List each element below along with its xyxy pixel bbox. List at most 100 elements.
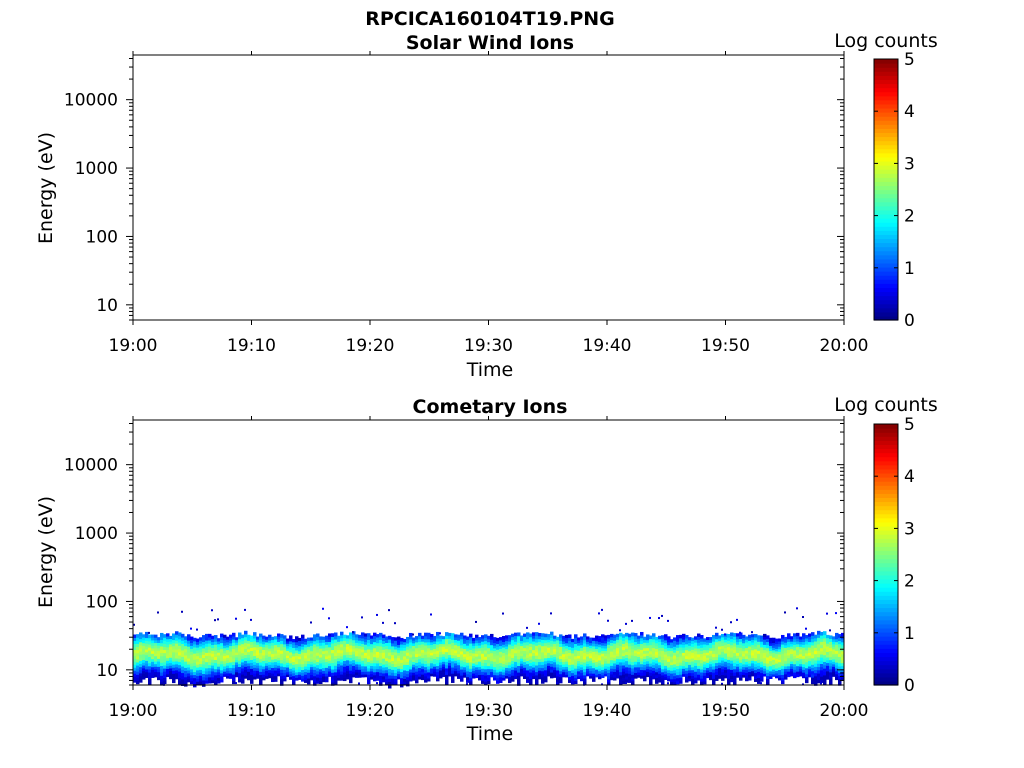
spectrogram-cell [730,632,734,637]
spectrogram-cell [562,656,566,660]
colorbar-tick-label-4: 4 [904,102,915,122]
y-tick-label-thousand: 1000 [75,159,118,179]
colorbar-segment [874,275,898,280]
spectrogram-cell [169,651,173,656]
spectrogram-cell [637,635,641,639]
spectrogram-cell [226,639,230,643]
spectrogram-cell [388,642,392,647]
spectrogram-cell [334,648,338,653]
spectrogram-cell [703,641,707,645]
spectrogram-cell [232,680,236,685]
spectrogram-cell [556,636,560,641]
spectrogram-cell [613,674,617,678]
spectrogram-cell [406,676,410,681]
spectrogram-cell [826,673,830,677]
spectrogram-cell [511,663,515,667]
spectrogram-cell [136,668,140,672]
spectrogram-cell [322,636,326,640]
spectrogram-cell [610,636,614,641]
spectrogram-cell [307,666,311,670]
spectrogram-cell [793,663,797,668]
sparse-count [346,626,348,629]
spectrogram-cell [373,674,377,679]
spectrogram-cell [658,638,662,643]
sparse-count [235,682,237,685]
spectrogram-cell [598,668,602,672]
spectrogram-cell [391,637,395,641]
spectrogram-cell [466,673,470,678]
spectrogram-cell [724,664,728,668]
spectrogram-cell [706,672,710,676]
spectrogram-cell [520,640,524,644]
spectrogram-cell [253,676,257,680]
spectrogram-cell [580,672,584,676]
spectrogram-cell [568,649,572,653]
spectrogram-cell [634,633,638,637]
spectrogram-cell [394,651,398,656]
spectrogram-cell [397,647,401,651]
spectrogram-cell [385,675,389,680]
spectrogram-cell [541,645,545,650]
spectrogram-cell [334,645,338,650]
spectrogram-cell [721,657,725,661]
spectrogram-cell [217,640,221,645]
spectrogram-cell [469,652,473,657]
spectrogram-cell [451,667,455,671]
spectrogram-cell [220,648,224,653]
spectrogram-cell [424,638,428,643]
spectrogram-cell [736,638,740,642]
spectrogram-cell [334,632,338,637]
spectrogram-cell [838,637,842,641]
spectrogram-cell [793,666,797,670]
spectrogram-cell [190,642,194,646]
spectrogram-cell [661,665,665,670]
spectrogram-cell [724,647,728,651]
spectrogram-cell [574,661,578,666]
spectrogram-cell [700,668,704,673]
spectrogram-cell [406,670,410,675]
spectrogram-cell [520,658,524,662]
spectrogram-cell [208,646,212,650]
spectrogram-cell [745,658,749,662]
spectrogram-cell [664,662,668,666]
spectrogram-cell [721,668,725,673]
spectrogram-cell [499,651,503,655]
spectrogram-cell [202,660,206,665]
spectrogram-cell [391,681,395,685]
spectrogram-cell [679,662,683,666]
spectrogram-cell [730,663,734,667]
spectrogram-cell [574,668,578,672]
spectrogram-cell [505,643,509,647]
spectrogram-cell [376,668,380,673]
spectrogram-cell [586,673,590,677]
spectrogram-cell [835,638,839,643]
spectrogram-cell [775,660,779,664]
spectrogram-cell [826,637,830,641]
spectrogram-cell [316,680,320,684]
spectrogram-cell [832,651,836,655]
spectrogram-cell [730,641,734,646]
spectrogram-cell [508,670,512,675]
spectrogram-cell [352,671,356,675]
spectrogram-cell [292,639,296,643]
spectrogram-cell [388,684,392,689]
spectrogram-cell [448,662,452,666]
spectrogram-cell [646,673,650,678]
spectrogram-cell [715,656,719,661]
spectrogram-cell [493,642,497,646]
spectrogram-cell [418,632,422,637]
spectrogram-cell [301,634,305,639]
spectrogram-cell [835,676,839,681]
spectrogram-cell [292,664,296,668]
spectrogram-cell [652,653,656,657]
spectrogram-cell [829,659,833,664]
spectrogram-cell [589,675,593,679]
spectrogram-cell [187,664,191,668]
spectrogram-cell [283,635,287,639]
sparse-count [619,629,621,632]
spectrogram-cell [592,637,596,641]
spectrogram-cell [256,644,260,648]
colorbar-segment [874,258,898,264]
spectrogram-cell [457,664,461,668]
spectrogram-cell [358,642,362,646]
